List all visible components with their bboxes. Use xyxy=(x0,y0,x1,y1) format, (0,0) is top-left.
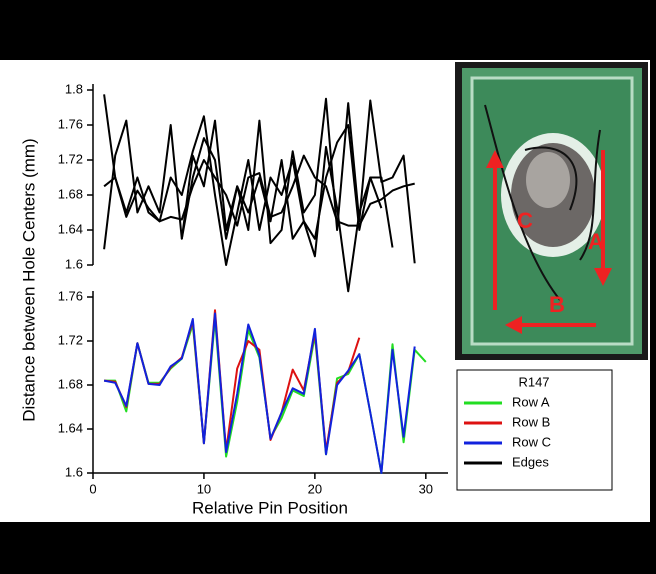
y-tick-label: 1.72 xyxy=(58,332,83,347)
data-line xyxy=(103,94,415,227)
y-tick-label: 1.68 xyxy=(58,376,83,391)
right-border xyxy=(650,60,656,522)
legend-box xyxy=(456,369,613,491)
x-tick-label: 30 xyxy=(419,481,433,496)
data-line xyxy=(103,97,416,264)
bottom-bar xyxy=(0,522,656,574)
stamp-image: C A B xyxy=(455,62,648,360)
data-line xyxy=(103,312,416,474)
y-tick-label: 1.72 xyxy=(58,151,83,166)
y-tick-label: 1.8 xyxy=(65,81,83,96)
y-tick-label: 1.64 xyxy=(58,420,83,435)
legend-label: Row B xyxy=(512,414,550,429)
y-tick-label: 1.76 xyxy=(58,288,83,303)
legend-label: Edges xyxy=(512,454,549,469)
data-line xyxy=(103,115,394,266)
y-tick-label: 1.76 xyxy=(58,116,83,131)
legend-title: R147 xyxy=(518,374,549,389)
legend-label: Row C xyxy=(512,434,551,449)
y-tick-label: 1.6 xyxy=(65,464,83,479)
x-axis-label: Relative Pin Position xyxy=(192,498,348,517)
x-tick-label: 20 xyxy=(308,481,322,496)
image-label: C xyxy=(517,208,533,233)
x-tick-label: 0 xyxy=(89,481,96,496)
top-bar xyxy=(0,0,656,60)
y-tick-label: 1.6 xyxy=(65,256,83,271)
legend-label: Row A xyxy=(512,394,550,409)
data-line xyxy=(180,137,383,293)
y-axis-label: Distance between Hole Centers (mm) xyxy=(19,138,38,421)
image-label: A xyxy=(588,229,604,254)
image-label: B xyxy=(549,292,565,317)
y-tick-label: 1.68 xyxy=(58,186,83,201)
x-tick-label: 10 xyxy=(197,481,211,496)
y-tick-label: 1.64 xyxy=(58,221,83,236)
